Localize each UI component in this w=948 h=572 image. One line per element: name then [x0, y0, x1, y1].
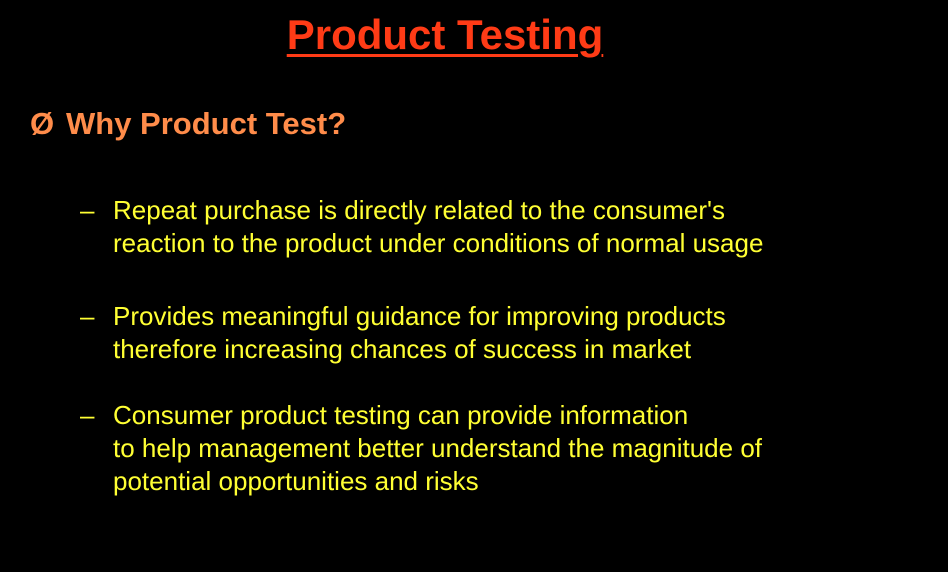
bullet-line: Provides meaningful guidance for improvi…: [113, 301, 726, 331]
section-heading-text: Why Product Test?: [66, 106, 347, 141]
bullet-item-repeat-purchase: – Repeat purchase is directly related to…: [80, 194, 920, 260]
bullet-item-guidance: – Provides meaningful guidance for impro…: [80, 300, 920, 366]
bullet-line: therefore increasing chances of success …: [113, 334, 692, 364]
dash-marker: –: [80, 195, 95, 225]
dash-marker: –: [80, 301, 95, 331]
dash-marker: –: [80, 400, 95, 430]
slide-title: Product Testing: [286, 11, 604, 58]
bullet-marker-icon: Ø: [30, 106, 55, 141]
bullet-line: reaction to the product under conditions…: [113, 228, 764, 258]
section-heading: Ø Why Product Test?: [30, 104, 346, 144]
bullet-line: Repeat purchase is directly related to t…: [113, 195, 725, 225]
bullet-item-consumer-testing: – Consumer product testing can provide i…: [80, 399, 920, 498]
bullet-line: to help management better understand the…: [113, 433, 762, 463]
bullet-line: potential opportunities and risks: [113, 466, 479, 496]
bullet-line: Consumer product testing can provide inf…: [113, 400, 689, 430]
